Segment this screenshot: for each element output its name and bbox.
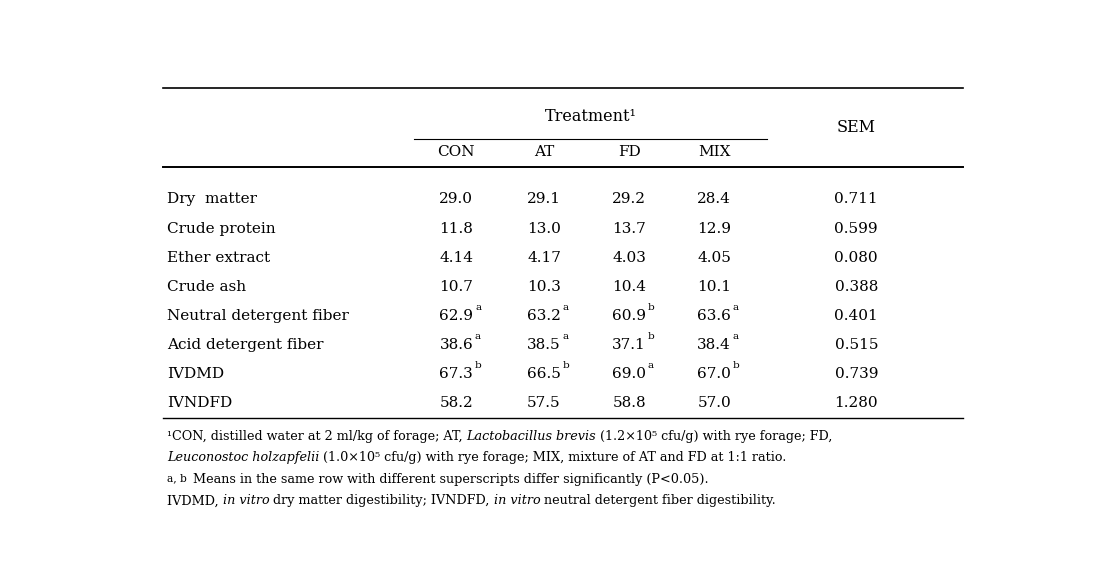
Text: 58.2: 58.2 xyxy=(439,396,473,410)
Text: a: a xyxy=(475,303,481,312)
Text: Means in the same row with different superscripts differ significantly (P<0.05).: Means in the same row with different sup… xyxy=(189,473,709,486)
Text: neutral detergent fiber digestibility.: neutral detergent fiber digestibility. xyxy=(540,494,776,507)
Text: 38.5: 38.5 xyxy=(527,338,561,352)
Text: Ether extract: Ether extract xyxy=(167,250,270,264)
Text: IVNDFD: IVNDFD xyxy=(167,396,233,410)
Text: 62.9: 62.9 xyxy=(439,309,473,323)
Text: 29.2: 29.2 xyxy=(612,192,646,206)
Text: 63.6: 63.6 xyxy=(697,309,731,323)
Text: a: a xyxy=(475,332,481,341)
Text: b: b xyxy=(648,303,654,312)
Text: in vitro: in vitro xyxy=(494,494,540,507)
Text: a: a xyxy=(562,303,569,312)
Text: Neutral detergent fiber: Neutral detergent fiber xyxy=(167,309,349,323)
Text: a: a xyxy=(648,361,654,370)
Text: 0.599: 0.599 xyxy=(834,221,878,235)
Text: 67.0: 67.0 xyxy=(697,367,731,381)
Text: 60.9: 60.9 xyxy=(612,309,646,323)
Text: 0.388: 0.388 xyxy=(834,279,878,293)
Text: a, b: a, b xyxy=(167,473,187,483)
Text: a: a xyxy=(732,332,739,341)
Text: (1.0×10⁵ cfu/g) with rye forage; MIX, mixture of AT and FD at 1:1 ratio.: (1.0×10⁵ cfu/g) with rye forage; MIX, mi… xyxy=(320,451,787,464)
Text: 0.080: 0.080 xyxy=(834,250,878,264)
Text: Dry  matter: Dry matter xyxy=(167,192,257,206)
Text: MIX: MIX xyxy=(698,145,730,159)
Text: 38.6: 38.6 xyxy=(439,338,473,352)
Text: IVDMD: IVDMD xyxy=(167,367,224,381)
Text: Lactobacillus brevis: Lactobacillus brevis xyxy=(467,430,596,443)
Text: 0.711: 0.711 xyxy=(834,192,878,206)
Text: 28.4: 28.4 xyxy=(697,192,731,206)
Text: FD: FD xyxy=(618,145,640,159)
Text: 37.1: 37.1 xyxy=(613,338,646,352)
Text: 57.5: 57.5 xyxy=(527,396,561,410)
Text: IVDMD,: IVDMD, xyxy=(167,494,223,507)
Text: ¹CON, distilled water at 2 ml/kg of forage; AT,: ¹CON, distilled water at 2 ml/kg of fora… xyxy=(167,430,467,443)
Text: 0.401: 0.401 xyxy=(834,309,878,323)
Text: (1.2×10⁵ cfu/g) with rye forage; FD,: (1.2×10⁵ cfu/g) with rye forage; FD, xyxy=(596,430,832,443)
Text: dry matter digestibility; IVNDFD,: dry matter digestibility; IVNDFD, xyxy=(269,494,494,507)
Text: a: a xyxy=(732,303,739,312)
Text: 13.0: 13.0 xyxy=(527,221,561,235)
Text: 11.8: 11.8 xyxy=(439,221,473,235)
Text: 13.7: 13.7 xyxy=(613,221,646,235)
Text: 10.1: 10.1 xyxy=(697,279,731,293)
Text: Crude protein: Crude protein xyxy=(167,221,276,235)
Text: 69.0: 69.0 xyxy=(612,367,646,381)
Text: 0.515: 0.515 xyxy=(834,338,878,352)
Text: 29.1: 29.1 xyxy=(527,192,561,206)
Text: Acid detergent fiber: Acid detergent fiber xyxy=(167,338,324,352)
Text: 1.280: 1.280 xyxy=(834,396,878,410)
Text: 67.3: 67.3 xyxy=(439,367,473,381)
Text: 4.03: 4.03 xyxy=(613,250,646,264)
Text: Leuconostoc holzapfelii: Leuconostoc holzapfelii xyxy=(167,451,320,464)
Text: b: b xyxy=(732,361,740,370)
Text: CON: CON xyxy=(438,145,475,159)
Text: 58.8: 58.8 xyxy=(613,396,646,410)
Text: 63.2: 63.2 xyxy=(527,309,561,323)
Text: 29.0: 29.0 xyxy=(439,192,473,206)
Text: 4.05: 4.05 xyxy=(697,250,731,264)
Text: b: b xyxy=(648,332,654,341)
Text: a: a xyxy=(562,332,569,341)
Text: 10.3: 10.3 xyxy=(527,279,561,293)
Text: b: b xyxy=(475,361,482,370)
Text: 0.739: 0.739 xyxy=(834,367,878,381)
Text: 10.7: 10.7 xyxy=(439,279,473,293)
Text: Treatment¹: Treatment¹ xyxy=(545,108,637,125)
Text: 57.0: 57.0 xyxy=(697,396,731,410)
Text: AT: AT xyxy=(534,145,554,159)
Text: 12.9: 12.9 xyxy=(697,221,731,235)
Text: Crude ash: Crude ash xyxy=(167,279,246,293)
Text: 66.5: 66.5 xyxy=(527,367,561,381)
Text: 38.4: 38.4 xyxy=(697,338,731,352)
Text: SEM: SEM xyxy=(837,119,876,136)
Text: in vitro: in vitro xyxy=(223,494,269,507)
Text: 10.4: 10.4 xyxy=(612,279,646,293)
Text: 4.17: 4.17 xyxy=(527,250,561,264)
Text: 4.14: 4.14 xyxy=(439,250,473,264)
Text: b: b xyxy=(562,361,570,370)
